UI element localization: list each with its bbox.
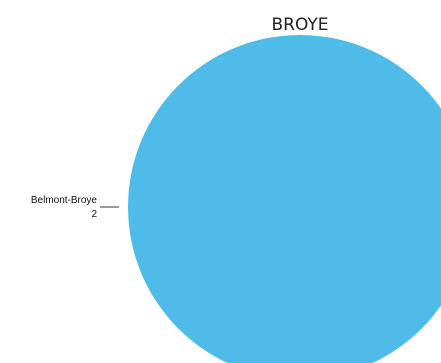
slice-value-label: 2 xyxy=(91,209,97,220)
chart-title: BROYE xyxy=(271,15,328,35)
pie-slices xyxy=(128,35,441,363)
pie-slice xyxy=(128,35,441,363)
slice-name-label: Belmont-Broye xyxy=(31,195,98,206)
pie-labels: Belmont-Broye 2 xyxy=(31,195,119,220)
